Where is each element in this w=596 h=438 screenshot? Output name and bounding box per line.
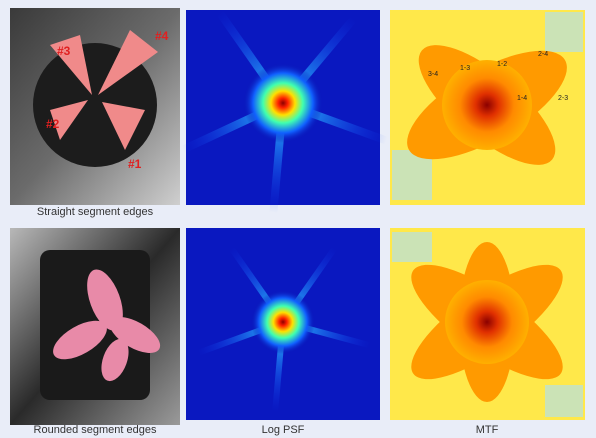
caption: Straight segment edges	[37, 206, 154, 218]
mtf-image: 3-4 1-3 1-2 2-4 1-4 2-3	[390, 10, 585, 205]
photo-rounded	[10, 228, 180, 425]
psf-image	[182, 10, 388, 213]
segment-label: #1	[128, 157, 142, 171]
figure: #3 #4 #2 #1 Straight segment edges 3-4 1…	[0, 0, 596, 438]
column-label: MTF	[476, 424, 499, 436]
caption: Rounded segment edges	[34, 424, 157, 436]
mtf-label: 1-2	[497, 61, 507, 68]
mtf-label: 3-4	[428, 71, 438, 78]
segment-label: #2	[46, 117, 60, 131]
mtf-image	[390, 228, 585, 420]
mtf-label: 1-3	[460, 65, 470, 72]
photo-straight: #3 #4 #2 #1	[10, 8, 180, 205]
mtf-label: 2-3	[558, 95, 568, 102]
mtf-label: 1-4	[517, 95, 527, 102]
psf-image	[186, 228, 380, 420]
column-label: Log PSF	[262, 424, 305, 436]
segment-label: #3	[57, 44, 71, 58]
mtf-label: 2-4	[538, 51, 548, 58]
segment-label: #4	[155, 29, 169, 43]
